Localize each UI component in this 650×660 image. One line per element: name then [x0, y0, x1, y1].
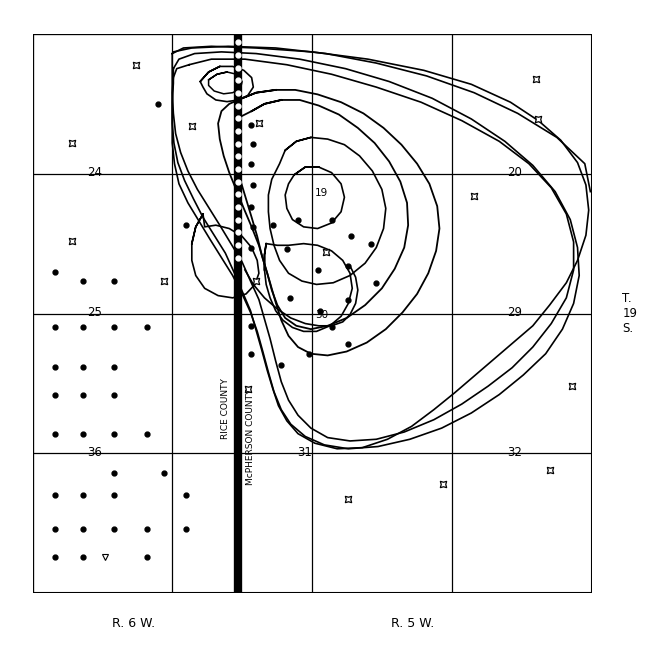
- Text: RICE COUNTY: RICE COUNTY: [222, 378, 230, 439]
- Text: 32: 32: [507, 446, 521, 459]
- Text: 20: 20: [507, 166, 521, 179]
- Text: 30: 30: [315, 310, 328, 319]
- Text: 25: 25: [88, 306, 103, 319]
- Text: T.
19
S.: T. 19 S.: [622, 292, 637, 335]
- Text: 36: 36: [88, 446, 103, 459]
- Text: 24: 24: [87, 166, 103, 179]
- Text: 31: 31: [297, 446, 312, 459]
- Text: McPHERSON COUNTY: McPHERSON COUNTY: [246, 388, 255, 484]
- Text: 29: 29: [506, 306, 521, 319]
- Text: 19: 19: [315, 188, 328, 198]
- Text: R. 6 W.: R. 6 W.: [112, 617, 155, 630]
- Text: R. 5 W.: R. 5 W.: [391, 617, 434, 630]
